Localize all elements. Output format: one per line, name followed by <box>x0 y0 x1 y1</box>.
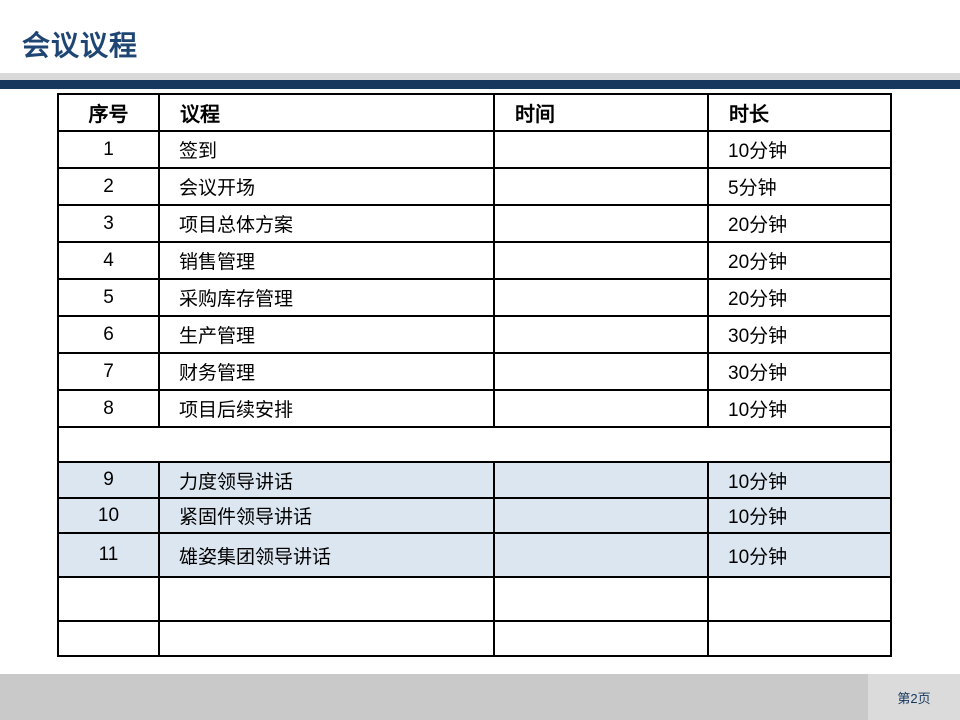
cell-duration: 20分钟 <box>707 204 892 243</box>
cell-time <box>493 461 709 499</box>
cell-agenda: 签到 <box>158 130 495 169</box>
cell-duration: 5分钟 <box>707 167 892 206</box>
cell-no: 10 <box>57 497 160 534</box>
cell-no: 11 <box>57 532 160 578</box>
cell-duration: 10分钟 <box>707 532 892 578</box>
cell-agenda: 力度领导讲话 <box>158 461 495 499</box>
cell-no: 3 <box>57 204 160 243</box>
page-number: 第2页 <box>897 690 931 706</box>
cell-duration: 30分钟 <box>707 315 892 354</box>
cell-no: 8 <box>57 389 160 428</box>
gray-divider <box>0 73 960 80</box>
cell-no: 7 <box>57 352 160 391</box>
table-row: 5 采购库存管理 20分钟 <box>57 278 892 317</box>
cell-time <box>493 167 709 206</box>
cell-agenda <box>158 620 495 657</box>
cell-duration: 10分钟 <box>707 389 892 428</box>
cell-duration: 30分钟 <box>707 352 892 391</box>
cell-time <box>493 315 709 354</box>
cell-duration <box>707 576 892 622</box>
cell-agenda: 雄姿集团领导讲话 <box>158 532 495 578</box>
table-row: 11 雄姿集团领导讲话 10分钟 <box>57 532 892 578</box>
cell-no: 6 <box>57 315 160 354</box>
merged-empty-cell <box>57 426 892 463</box>
cell-time <box>493 620 709 657</box>
table-row: 10 紧固件领导讲话 10分钟 <box>57 497 892 534</box>
cell-agenda <box>158 576 495 622</box>
page-title: 会议议程 <box>22 30 139 61</box>
cell-duration: 10分钟 <box>707 130 892 169</box>
cell-duration: 10分钟 <box>707 497 892 534</box>
accent-divider <box>0 80 960 89</box>
footer-bar: 第2页 <box>0 674 960 720</box>
table-row: 4 销售管理 20分钟 <box>57 241 892 280</box>
cell-no: 2 <box>57 167 160 206</box>
cell-time <box>493 532 709 578</box>
table-row: 8 项目后续安排 10分钟 <box>57 389 892 428</box>
table-header-row: 序号 议程 时间 时长 <box>57 93 892 132</box>
cell-time <box>493 497 709 534</box>
agenda-table: 序号 议程 时间 时长 1 签到 10分钟 2 会议开场 5分钟 3 项目总体方案 20分钟 4 销… <box>57 93 892 657</box>
table-row: 9 力度领导讲话 10分钟 <box>57 461 892 499</box>
cell-time <box>493 352 709 391</box>
header-cell-no: 序号 <box>57 93 160 132</box>
cell-no: 1 <box>57 130 160 169</box>
cell-time <box>493 389 709 428</box>
cell-time <box>493 241 709 280</box>
cell-agenda: 生产管理 <box>158 315 495 354</box>
table-row <box>57 576 892 622</box>
header-cell-time: 时间 <box>493 93 709 132</box>
cell-time <box>493 204 709 243</box>
table-row: 1 签到 10分钟 <box>57 130 892 169</box>
cell-no <box>57 620 160 657</box>
table-row: 3 项目总体方案 20分钟 <box>57 204 892 243</box>
cell-no: 5 <box>57 278 160 317</box>
cell-time <box>493 576 709 622</box>
table-spacer-row <box>57 426 892 463</box>
cell-duration: 20分钟 <box>707 278 892 317</box>
cell-no: 9 <box>57 461 160 499</box>
cell-duration: 10分钟 <box>707 461 892 499</box>
cell-agenda: 项目总体方案 <box>158 204 495 243</box>
table-row: 2 会议开场 5分钟 <box>57 167 892 206</box>
table-row: 6 生产管理 30分钟 <box>57 315 892 354</box>
cell-no: 4 <box>57 241 160 280</box>
cell-agenda: 采购库存管理 <box>158 278 495 317</box>
cell-time <box>493 278 709 317</box>
cell-agenda: 会议开场 <box>158 167 495 206</box>
cell-agenda: 紧固件领导讲话 <box>158 497 495 534</box>
cell-duration: 20分钟 <box>707 241 892 280</box>
cell-agenda: 项目后续安排 <box>158 389 495 428</box>
table-row <box>57 620 892 657</box>
header-cell-agenda: 议程 <box>158 93 495 132</box>
cell-agenda: 财务管理 <box>158 352 495 391</box>
cell-duration <box>707 620 892 657</box>
table-row: 7 财务管理 30分钟 <box>57 352 892 391</box>
footer-page-panel: 第2页 <box>868 674 960 720</box>
cell-no <box>57 576 160 622</box>
cell-agenda: 销售管理 <box>158 241 495 280</box>
header-cell-duration: 时长 <box>707 93 892 132</box>
cell-time <box>493 130 709 169</box>
